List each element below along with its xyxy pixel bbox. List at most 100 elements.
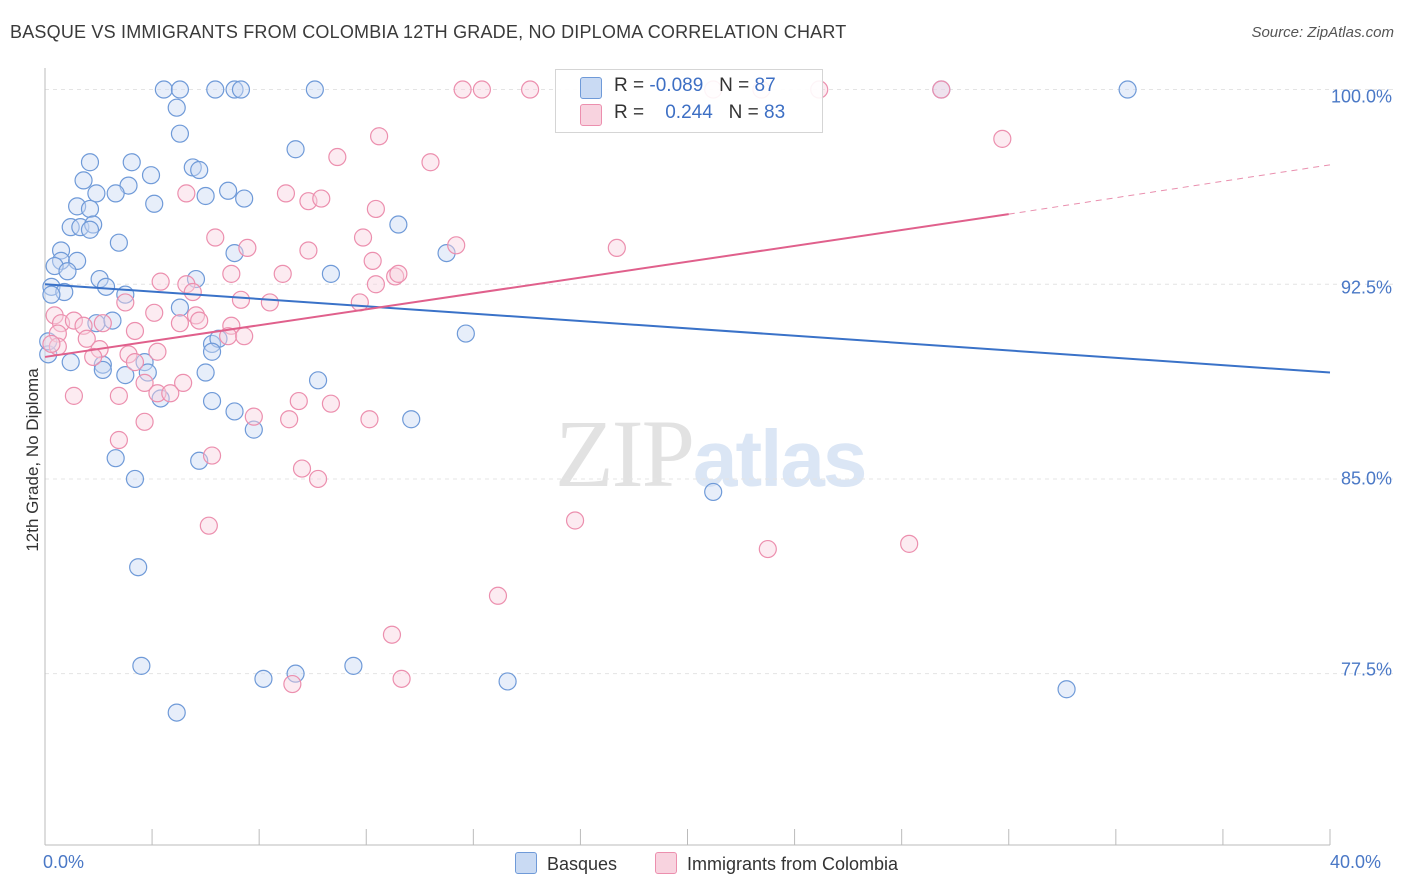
colombia-point	[389, 264, 408, 283]
basques-point	[80, 199, 100, 219]
basques-point	[225, 402, 244, 421]
basques-point	[87, 184, 106, 203]
basques-point	[170, 80, 190, 99]
x-tick-label: 40.0%	[1330, 852, 1382, 872]
correlation-legend: R = -0.089 N = 87 R = 0.244 N = 83	[555, 69, 823, 133]
colombia-point	[360, 410, 379, 429]
y-tick-label: 100.0%	[1330, 86, 1392, 107]
basques-point	[51, 241, 71, 260]
colombia-point	[565, 511, 585, 530]
colombia-point	[151, 272, 170, 291]
basques-point	[106, 184, 125, 203]
colombia-point	[238, 238, 257, 257]
basques-point	[202, 342, 222, 361]
colombia-legend-label: Immigrants from Colombia	[687, 854, 899, 874]
colombia-point	[202, 446, 222, 465]
basques-point	[456, 324, 475, 343]
basques-point	[1057, 680, 1076, 699]
basques-point	[202, 391, 222, 411]
basques-point	[74, 171, 93, 190]
basques-point	[167, 703, 186, 722]
basques-point	[58, 262, 77, 281]
basques-point	[286, 664, 305, 683]
colombia-point	[222, 264, 241, 283]
basques-legend-label: Basques	[547, 854, 618, 874]
basques-point	[498, 672, 517, 691]
colombia-trend-line	[44, 213, 1009, 358]
basques-point	[254, 669, 273, 688]
basques-point	[116, 366, 135, 385]
basques-point	[61, 353, 80, 372]
colombia-point	[366, 199, 385, 219]
r-label: R =	[614, 75, 645, 96]
r-label: R =	[614, 102, 645, 123]
basques-point	[231, 80, 251, 99]
colombia-point	[758, 539, 777, 559]
basques-swatch	[580, 77, 602, 99]
colombia-point	[84, 347, 103, 367]
basques-point	[196, 363, 215, 382]
colombia-point	[363, 251, 382, 270]
basques-point	[135, 353, 154, 372]
colombia-point	[283, 674, 302, 694]
n-label: N =	[728, 102, 759, 123]
basques-point	[145, 194, 164, 213]
y-tick-label: 85.0%	[1340, 468, 1392, 489]
n-value-colombia: 83	[764, 102, 786, 123]
colombia-point	[190, 311, 209, 330]
colombia-point	[199, 516, 218, 535]
colombia-point	[350, 293, 369, 312]
colombia-point	[116, 293, 135, 312]
colombia-point	[174, 373, 193, 392]
colombia-point	[135, 412, 154, 431]
colombia-point	[64, 386, 84, 405]
n-label: N =	[719, 75, 750, 96]
basques-point	[389, 215, 408, 234]
colombia-point	[993, 129, 1012, 148]
basques-point	[219, 181, 238, 200]
colombia-point	[135, 373, 154, 392]
colombia-legend-swatch	[655, 852, 677, 874]
colombia-point	[260, 293, 279, 312]
colombia-point	[235, 327, 254, 346]
colombia-point	[308, 469, 328, 489]
basques-point	[93, 360, 112, 380]
basques-point	[206, 80, 225, 99]
basques-point	[154, 80, 173, 99]
colombia-point	[607, 238, 626, 257]
colombia-point	[148, 342, 167, 361]
watermark: ZIPatlas	[555, 398, 867, 509]
basques-point	[138, 363, 157, 382]
colombia-point	[472, 80, 491, 99]
colombia-point	[273, 264, 292, 283]
colombia-point	[299, 241, 318, 260]
colombia-point	[292, 459, 312, 478]
colombia-point	[42, 334, 61, 354]
basques-point	[39, 332, 58, 351]
colombia-point	[93, 314, 112, 333]
colombia-point	[148, 384, 167, 403]
colombia-point	[276, 184, 296, 203]
colombia-point	[520, 80, 540, 99]
basques-point	[402, 410, 421, 429]
legend-item-basques: Basques	[515, 852, 617, 875]
watermark-zip: ZIP	[555, 400, 695, 507]
basques-point	[80, 153, 100, 172]
basques-point	[1118, 80, 1137, 99]
basques-point	[225, 80, 244, 99]
colombia-point	[77, 329, 96, 348]
colombia-point	[312, 189, 331, 208]
colombia-point	[280, 410, 299, 429]
basques-point	[244, 420, 263, 439]
basques-point	[132, 656, 151, 675]
colombia-point	[392, 669, 411, 688]
colombia-point	[900, 534, 919, 553]
basques-legend-swatch	[515, 852, 537, 874]
basques-point	[93, 355, 112, 374]
colombia-point	[932, 80, 951, 99]
basques-point	[151, 389, 170, 408]
colombia-point	[370, 127, 389, 146]
basques-point	[96, 277, 116, 296]
watermark-atlas: atlas	[693, 414, 867, 503]
